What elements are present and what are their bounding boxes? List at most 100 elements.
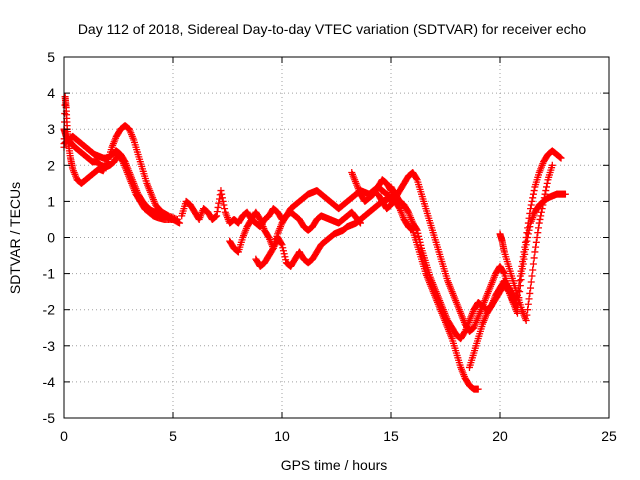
data-point: [269, 246, 277, 254]
data-point: [101, 164, 109, 172]
data-point: [528, 197, 536, 205]
data-point: [538, 205, 546, 213]
data-point: [460, 329, 468, 337]
data-point: [528, 272, 536, 280]
data-point: [548, 161, 556, 169]
series-track-e: [226, 208, 364, 256]
data-point: [527, 201, 535, 209]
data-point: [525, 295, 533, 303]
data-point: [282, 256, 290, 264]
data-point: [536, 215, 544, 223]
x-tick-label: 15: [383, 428, 399, 444]
data-point: [521, 246, 529, 254]
data-point: [561, 190, 569, 198]
y-tick-label: 5: [47, 49, 55, 65]
y-tick-label: -5: [43, 410, 56, 426]
data-point: [520, 255, 528, 263]
data-point: [539, 201, 547, 209]
data-point: [540, 197, 548, 205]
x-tick-label: 10: [274, 428, 290, 444]
y-tick-label: 2: [47, 157, 55, 173]
data-point: [395, 203, 403, 211]
data-point: [524, 234, 532, 241]
data-point: [527, 205, 535, 213]
data-point: [101, 162, 109, 170]
data-point: [525, 226, 533, 234]
y-tick-label: 0: [47, 230, 55, 246]
x-tick-label: 25: [601, 428, 617, 444]
data-point: [416, 238, 424, 246]
data-point: [176, 219, 184, 227]
data-point: [278, 241, 286, 249]
x-tick-label: 5: [169, 428, 177, 444]
data-point: [533, 234, 541, 241]
data-point: [519, 260, 527, 268]
data-point: [535, 219, 543, 227]
data-point: [526, 223, 534, 231]
data-point: [535, 224, 543, 232]
series-track-c: [60, 132, 184, 227]
y-tick-label: -2: [43, 302, 56, 318]
data-point: [102, 161, 110, 169]
data-point: [415, 235, 423, 243]
data-point: [522, 241, 530, 249]
data-point: [523, 311, 531, 319]
data-point: [218, 190, 226, 198]
series-track-k: [496, 161, 556, 325]
data-point: [531, 248, 539, 256]
data-point: [218, 194, 226, 202]
data-point: [530, 254, 538, 262]
chart-title: Day 112 of 2018, Sidereal Day-to-day VTE…: [78, 21, 587, 37]
data-point: [219, 197, 227, 205]
data-point: [522, 317, 530, 325]
data-point: [516, 277, 524, 285]
data-point: [543, 179, 551, 187]
data-point: [99, 167, 107, 175]
data-point: [529, 260, 537, 268]
data-point: [537, 212, 545, 220]
grid: [64, 57, 609, 418]
data-point: [524, 300, 532, 308]
data-point: [280, 250, 288, 258]
data-point: [217, 187, 225, 195]
data-point: [214, 203, 222, 211]
series-track-j: [465, 190, 569, 371]
data-point: [524, 306, 532, 314]
data-point: [530, 187, 538, 195]
data-point: [517, 276, 525, 284]
data-point: [519, 265, 527, 273]
y-tick-label: -4: [43, 374, 56, 390]
data-point: [279, 244, 287, 252]
data-point: [213, 212, 221, 220]
data-point: [526, 289, 534, 297]
data-point: [277, 240, 285, 248]
data-point: [541, 190, 549, 198]
y-tick-label: -1: [43, 266, 56, 282]
data-point: [279, 247, 287, 255]
data-point: [508, 290, 516, 298]
x-tick-label: 0: [60, 428, 68, 444]
data-point: [534, 229, 542, 237]
data-point: [220, 201, 228, 209]
data-point: [264, 232, 272, 240]
series-track-g: [348, 169, 482, 393]
data-point: [417, 241, 425, 249]
data-point: [487, 303, 495, 311]
data-point: [414, 229, 422, 237]
data-point: [542, 187, 550, 195]
data-point: [518, 270, 526, 278]
y-axis-label: SDTVAR / TECUs: [7, 182, 23, 294]
data-point: [540, 194, 548, 202]
data-point: [215, 199, 223, 207]
data-point: [529, 194, 537, 202]
data-point: [120, 156, 128, 164]
data-point: [415, 232, 423, 240]
data-point: [527, 278, 535, 286]
axis-ticks: 0 5 10 15 20 25 -5 -4 -3 -2 -1 0 1 2 3 4 5: [43, 49, 617, 444]
data-point: [523, 237, 531, 245]
data-point: [529, 266, 537, 274]
data-point: [529, 190, 537, 198]
data-point: [537, 208, 545, 216]
y-tick-label: 1: [47, 193, 55, 209]
